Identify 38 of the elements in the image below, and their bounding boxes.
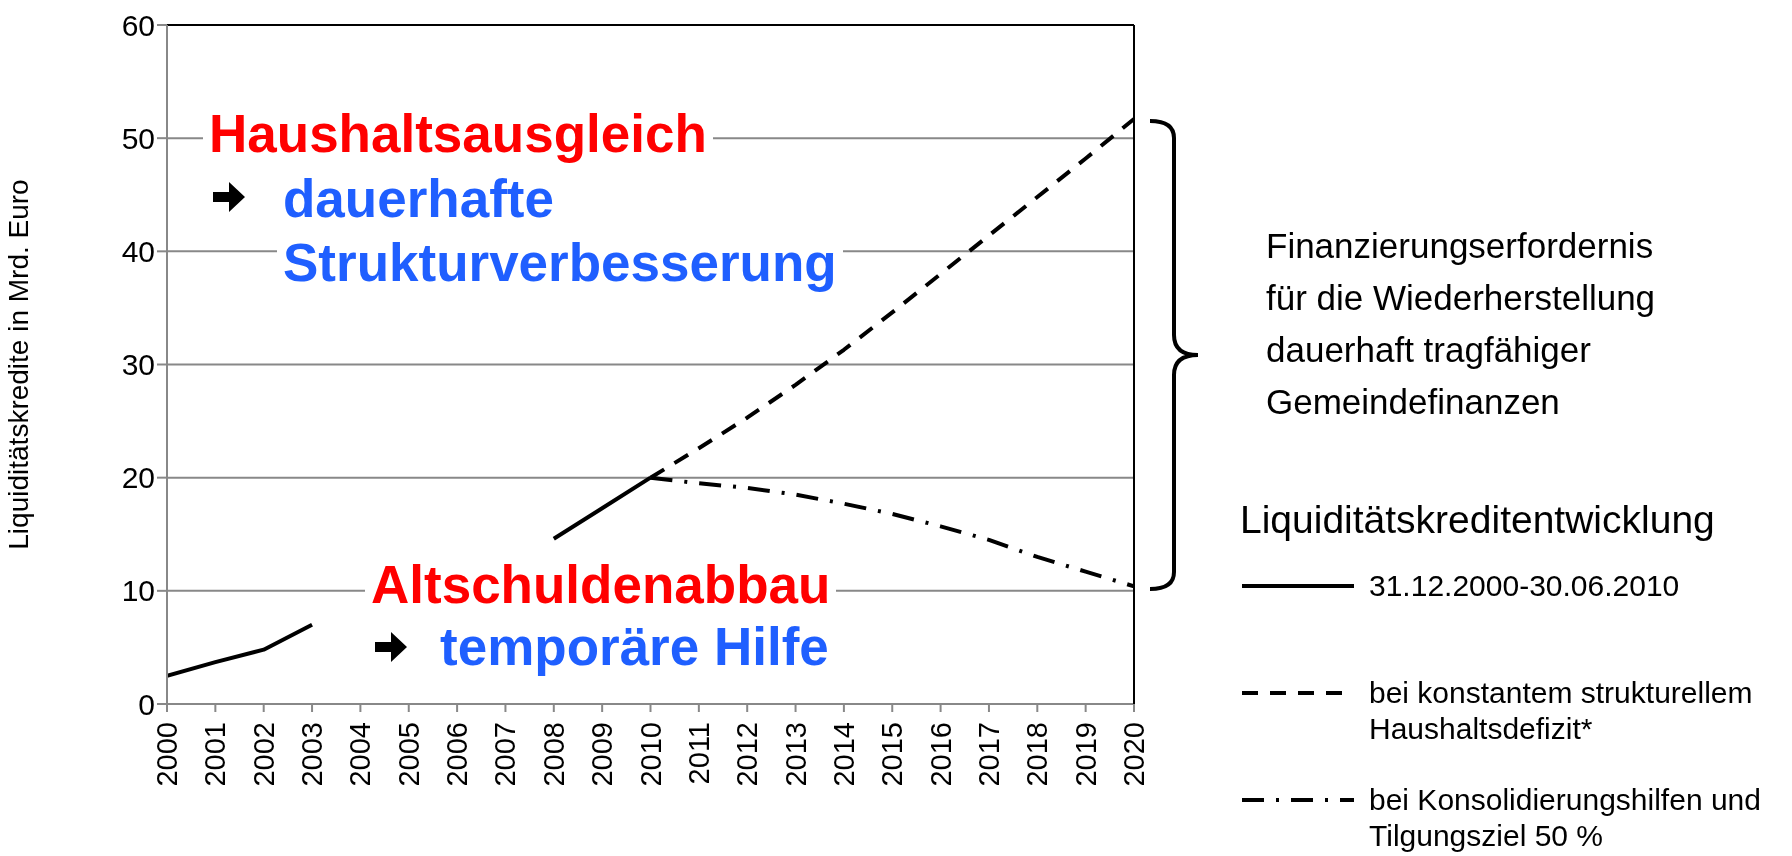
x-tick-label: 2009 (586, 722, 619, 787)
x-tick-label: 2006 (441, 722, 474, 787)
y-tick-label: 20 (121, 461, 155, 495)
legend-label: bei Konsolidierungshilfen und Tilgungsziel 50 % (1369, 782, 1762, 854)
y-tick-label: 10 (121, 574, 155, 608)
annotation: temporäre Hilfe (434, 616, 835, 678)
y-axis-title: Liquiditätskredite in Mrd. Euro (2, 179, 34, 550)
y-tick-label: 50 (121, 121, 155, 155)
x-tick-label: 2020 (1118, 722, 1150, 787)
x-tick-label: 2015 (876, 722, 909, 787)
x-tick-label: 2001 (199, 722, 232, 787)
annotation: Altschuldenabbau (365, 554, 837, 616)
x-tick-label: 2005 (392, 722, 425, 787)
x-tick-label: 2018 (1021, 722, 1054, 787)
x-tick-label: 2008 (537, 722, 570, 787)
x-tick-label: 2007 (489, 722, 522, 787)
x-tick-label: 2017 (972, 722, 1005, 787)
legend-title: Liquiditätskreditentwicklung (1240, 497, 1716, 543)
y-tick-label: 60 (121, 8, 155, 42)
y-tick-label: 0 (138, 687, 155, 721)
annotation: dauerhafte Strukturverbesserung (277, 167, 843, 295)
y-tick-label: 30 (121, 348, 155, 382)
x-tick-label: 2014 (827, 722, 860, 787)
legend-label: bei konstantem strukturellem Haushaltsdefizit* (1369, 675, 1754, 747)
x-tick-label: 2012 (731, 722, 764, 787)
x-tick-label: 2004 (344, 722, 377, 787)
x-tick-label: 2010 (634, 722, 667, 787)
y-tick-label: 40 (121, 234, 155, 268)
text: Finanzierungserfordernis für die Wiederherstellung dauerhaft tragfähiger Gemeindefinanzen (1266, 225, 1656, 423)
x-tick-label: 2019 (1069, 722, 1102, 787)
annotation: Haushaltsausgleich (203, 103, 713, 165)
x-tick-label: 2002 (247, 722, 280, 787)
x-tick-label: 2011 (682, 722, 715, 785)
x-tick-label: 2013 (779, 722, 812, 787)
legend-label: 31.12.2000-30.06.2010 (1369, 568, 1681, 604)
x-tick-label: 2003 (296, 722, 329, 787)
x-tick-label: 2000 (151, 722, 183, 787)
x-tick-label: 2016 (924, 722, 957, 787)
